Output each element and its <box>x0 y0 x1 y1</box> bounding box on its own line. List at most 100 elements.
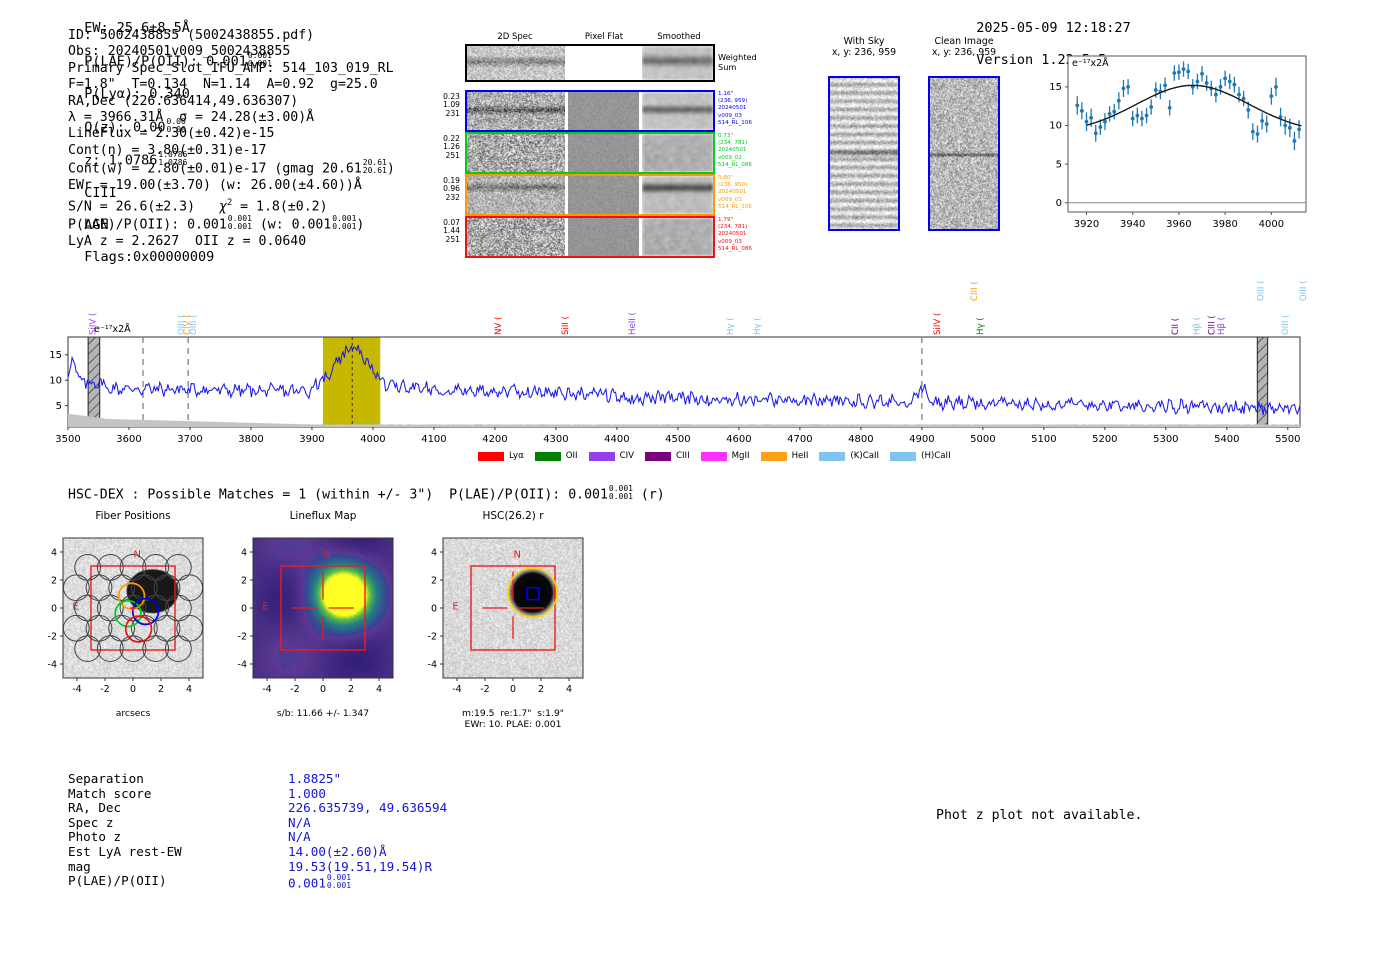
cutout-caption: s/b: 11.66 +/- 1.347 <box>276 708 370 719</box>
svg-text:5300: 5300 <box>1153 434 1178 445</box>
twod-cell <box>467 218 566 256</box>
match-table-key: Separation <box>68 771 144 786</box>
twod-col-header: Smoothed <box>657 32 701 42</box>
match-table-value: N/A <box>288 814 311 830</box>
match-table-value: 1.8825" <box>288 771 342 786</box>
spectrum-flux-unit: e⁻¹⁷x2Å <box>94 324 131 335</box>
match-table-key: Est LyA rest-EW <box>68 844 182 859</box>
cutout-panel-title: HSC(26.2) r <box>482 510 544 522</box>
twod-cell <box>467 92 566 130</box>
match-table-key: Match score <box>68 785 152 801</box>
legend-label: CIV <box>619 451 635 461</box>
svg-text:-2: -2 <box>48 631 57 642</box>
compass-north: N <box>323 550 330 561</box>
svg-text:10: 10 <box>1049 121 1062 132</box>
twod-row-meta-line: v009_03 <box>718 112 742 119</box>
spectrum-line-label: OIII ( <box>189 315 199 335</box>
twod-spec-row <box>465 132 715 174</box>
svg-text:-4: -4 <box>48 659 57 670</box>
spectrum-line-label: Hγ ( <box>976 317 986 335</box>
spectrum-line-label: Hβ ( <box>1192 317 1202 335</box>
twod-row-meta-line: (234, 781) <box>718 224 748 231</box>
svg-text:3940: 3940 <box>1120 219 1145 230</box>
svg-text:-4: -4 <box>262 684 271 695</box>
spectrum-line-label: Hβ ( <box>1217 317 1227 335</box>
weighted-sum-label: Weighted Sum <box>718 52 757 72</box>
header-timestamp: 2025-05-09 12:18:27 <box>976 20 1131 36</box>
twod-row-stat: 1.44 <box>443 226 460 236</box>
svg-text:5000: 5000 <box>970 434 995 445</box>
compass-east: E <box>452 601 458 612</box>
svg-text:5: 5 <box>56 401 62 412</box>
twod-cell <box>642 176 713 214</box>
twod-row-meta-line: 1.16" <box>718 91 734 97</box>
svg-text:2: 2 <box>538 684 544 695</box>
svg-text:4500: 4500 <box>665 434 690 445</box>
info-lineflux: LineFlux = 2.30(±0.42)e-15 <box>68 126 275 142</box>
twod-row-stat: 1.26 <box>443 142 460 152</box>
spectrum-line-label: Hγ ( <box>726 317 736 335</box>
svg-text:3920: 3920 <box>1074 219 1099 230</box>
twod-row-meta-line: v009_02 <box>718 154 742 161</box>
info-obs: Obs: 20240501v009_5002438855 <box>68 44 291 60</box>
twod-row-stats: 0.07 1.44 251 <box>430 218 460 244</box>
twod-spec-row <box>465 216 715 258</box>
match-table-value: 0.001 0.001 0.001 <box>288 873 352 891</box>
spectrum-line-label: Hγ ( <box>753 317 763 335</box>
match-table-key: P(LAE)/P(OII) <box>68 873 167 889</box>
twod-cell <box>568 134 640 172</box>
header-summary-line: EW: 25.6±8.5Å P(LAE)/P(OII): 0.001 0.001 0… <box>68 4 272 265</box>
header-z: z: 1.0786 <box>84 152 158 169</box>
twod-row-meta-line: (234, 781) <box>718 140 748 147</box>
spectrum-line-label: SiIV ( <box>88 313 98 335</box>
svg-text:-4: -4 <box>452 684 461 695</box>
info-cont-n: Cont(n) = 3.80(±0.31)e-17 <box>68 142 267 158</box>
svg-text:5200: 5200 <box>1092 434 1117 445</box>
header-qz: Q(z): 0.00 <box>84 119 166 136</box>
svg-text:4: 4 <box>376 684 382 695</box>
legend-label: Lyα <box>509 451 524 461</box>
svg-text:3900: 3900 <box>299 434 324 445</box>
legend-label: OII <box>565 451 578 461</box>
twod-row-meta-line: 20240501 <box>718 189 747 196</box>
twod-cell <box>568 92 640 130</box>
svg-text:0: 0 <box>320 684 326 695</box>
svg-text:2: 2 <box>348 684 354 695</box>
twod-cell <box>642 92 713 130</box>
header-flags: Flags:0x00000009 <box>84 248 215 265</box>
svg-text:10: 10 <box>49 376 62 387</box>
twod-row-meta: 0.80" (236, 950) 20240501 v009_03 514_RL_105 <box>718 175 752 211</box>
svg-text:2: 2 <box>431 575 437 586</box>
cutout-row: Fiber Positions N E -4 -4 -2 -2 0 0 2 2 4 4 arcsecs Li… <box>48 510 675 740</box>
legend-swatch <box>819 451 846 461</box>
info-cont-w: Cont(w) = 2.80(±0.01)e-17 (gmag 20.61 20.… <box>68 158 395 177</box>
legend-item: CIII <box>645 451 690 461</box>
spectrum-line-label: SiIV ( <box>933 313 943 335</box>
svg-text:15: 15 <box>49 350 62 361</box>
match-table-key: Spec z <box>68 814 114 830</box>
twod-row-stat: 1.09 <box>443 100 460 110</box>
twod-spec-row <box>465 174 715 216</box>
cutout-image <box>828 76 900 231</box>
match-table-key: RA, Dec <box>68 800 122 816</box>
svg-text:-4: -4 <box>72 684 81 695</box>
cutout-caption: m:19.5 re:1.7" s:1.9" EWr: 10. PLAE: 0.0… <box>461 708 565 730</box>
svg-text:4: 4 <box>241 547 247 558</box>
header-plae-poii-bounds: 0.001 0.001 <box>247 51 272 68</box>
twod-row-meta-line: v009_03 <box>718 196 742 203</box>
legend-item: (H)CaII <box>890 451 951 461</box>
info-plae: P(LAE)/P(OII): 0.001 0.001 0.001 (w: 0.001… <box>68 214 365 234</box>
header-qz-bounds: 0.00 0.00 <box>166 116 186 134</box>
twod-row-stat: 0.96 <box>443 184 460 194</box>
legend-item: Lyα <box>478 451 524 461</box>
twod-col-header: Pixel Flat <box>584 32 624 42</box>
info-redshifts: LyA z = 2.2627 OII z = 0.0640 <box>68 234 307 250</box>
twod-cell <box>568 218 640 256</box>
line-fit-plot: 0 5 10 15 3920 3940 3960 3980 4000 e⁻¹⁷x2Å <box>1038 55 1346 252</box>
legend-item: OII <box>534 451 578 461</box>
cutout-title-text: Clean Image <box>934 36 994 47</box>
match-table-value: 19.53(19.51,19.54)R <box>288 858 433 874</box>
svg-text:4: 4 <box>186 684 192 695</box>
legend-label: HeII <box>791 451 809 461</box>
svg-text:4400: 4400 <box>604 434 629 445</box>
